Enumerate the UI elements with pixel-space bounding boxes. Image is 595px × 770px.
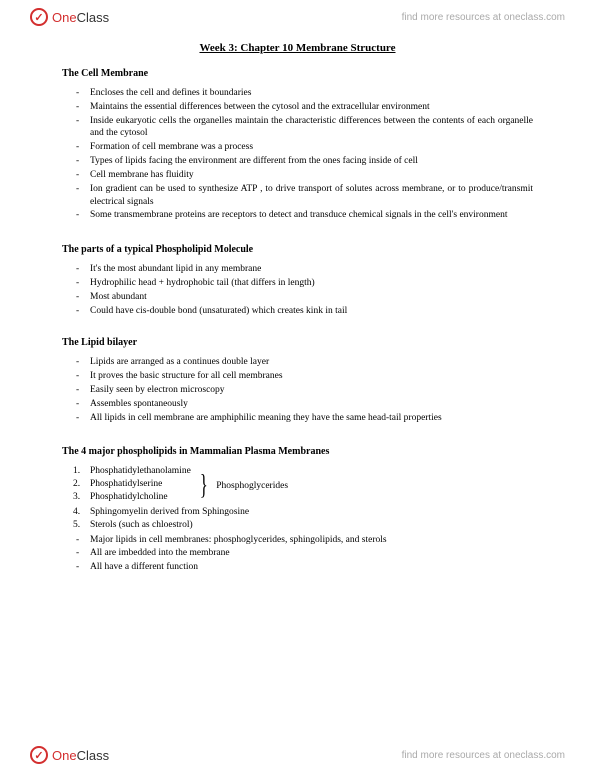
header: ✓ OneClass find more resources at onecla… bbox=[0, 0, 595, 30]
list-item: Inside eukaryotic cells the organelles m… bbox=[90, 115, 533, 141]
header-tagline[interactable]: find more resources at oneclass.com bbox=[402, 12, 565, 23]
list-item: It's the most abundant lipid in any memb… bbox=[90, 263, 533, 276]
list-item: Easily seen by electron microscopy bbox=[90, 384, 533, 397]
list-item: Formation of cell membrane was a process bbox=[90, 141, 533, 154]
logo-text-class: Class bbox=[77, 748, 110, 763]
logo-text-one: One bbox=[52, 10, 77, 25]
list-item: Encloses the cell and defines it boundar… bbox=[90, 87, 533, 100]
section-heading-phospholipid: The parts of a typical Phospholipid Mole… bbox=[62, 244, 533, 255]
logo-checkmark-icon: ✓ bbox=[30, 8, 48, 26]
list-item: Sterols (such as chloestrol) bbox=[90, 519, 533, 532]
list-item: Assembles spontaneously bbox=[90, 398, 533, 411]
list-item: Types of lipids facing the environment a… bbox=[90, 155, 533, 168]
list-item: Hydrophilic head + hydrophobic tail (tha… bbox=[90, 277, 533, 290]
list-item: All are imbedded into the membrane bbox=[90, 547, 533, 560]
list-item: All have a different function bbox=[90, 561, 533, 574]
logo-checkmark-icon: ✓ bbox=[30, 746, 48, 764]
list-item: Ion gradient can be used to synthesize A… bbox=[90, 183, 533, 209]
phosphoglycerides-label: Phosphoglycerides bbox=[216, 481, 288, 491]
page-title: Week 3: Chapter 10 Membrane Structure bbox=[62, 42, 533, 54]
logo-text-one: One bbox=[52, 748, 77, 763]
four-major-numbered-list: Phosphatidylethanolamine Phosphatidylser… bbox=[62, 465, 191, 503]
list-item: Maintains the essential differences betw… bbox=[90, 101, 533, 114]
section-heading-lipid-bilayer: The Lipid bilayer bbox=[62, 337, 533, 348]
section-heading-four-major: The 4 major phospholipids in Mammalian P… bbox=[62, 446, 533, 457]
list-item: It proves the basic structure for all ce… bbox=[90, 370, 533, 383]
list-item: Major lipids in cell membranes: phosphog… bbox=[90, 534, 533, 547]
list-item: Some transmembrane proteins are receptor… bbox=[90, 209, 533, 222]
footer-logo-text: OneClass bbox=[52, 748, 109, 763]
footer-logo: ✓ OneClass bbox=[30, 746, 109, 764]
list-item: Most abundant bbox=[90, 291, 533, 304]
list-item: Phosphatidylethanolamine bbox=[90, 465, 191, 478]
logo: ✓ OneClass bbox=[30, 8, 109, 26]
list-item: All lipids in cell membrane are amphiphi… bbox=[90, 412, 533, 425]
lipid-bilayer-list: Lipids are arranged as a continues doubl… bbox=[62, 356, 533, 424]
cell-membrane-list: Encloses the cell and defines it boundar… bbox=[62, 87, 533, 222]
list-item: Phosphatidylcholine bbox=[90, 491, 191, 504]
logo-text-class: Class bbox=[77, 10, 110, 25]
phospholipid-list: It's the most abundant lipid in any memb… bbox=[62, 263, 533, 317]
footer: ✓ OneClass find more resources at onecla… bbox=[0, 746, 595, 764]
list-item: Could have cis-double bond (unsaturated)… bbox=[90, 305, 533, 318]
list-item: Sphingomyelin derived from Sphingosine bbox=[90, 506, 533, 519]
phosphoglycerides-group: Phosphatidylethanolamine Phosphatidylser… bbox=[62, 465, 533, 505]
list-item: Phosphatidylserine bbox=[90, 478, 191, 491]
section-heading-cell-membrane: The Cell Membrane bbox=[62, 68, 533, 79]
list-item: Lipids are arranged as a continues doubl… bbox=[90, 356, 533, 369]
four-major-numbered-rest: Sphingomyelin derived from Sphingosine S… bbox=[62, 506, 533, 532]
curly-brace-icon: } bbox=[199, 473, 207, 498]
list-item: Cell membrane has fluidity bbox=[90, 169, 533, 182]
four-major-extra-list: Major lipids in cell membranes: phosphog… bbox=[62, 534, 533, 574]
document-content: Week 3: Chapter 10 Membrane Structure Th… bbox=[0, 30, 595, 574]
footer-tagline[interactable]: find more resources at oneclass.com bbox=[402, 750, 565, 761]
logo-text: OneClass bbox=[52, 10, 109, 25]
